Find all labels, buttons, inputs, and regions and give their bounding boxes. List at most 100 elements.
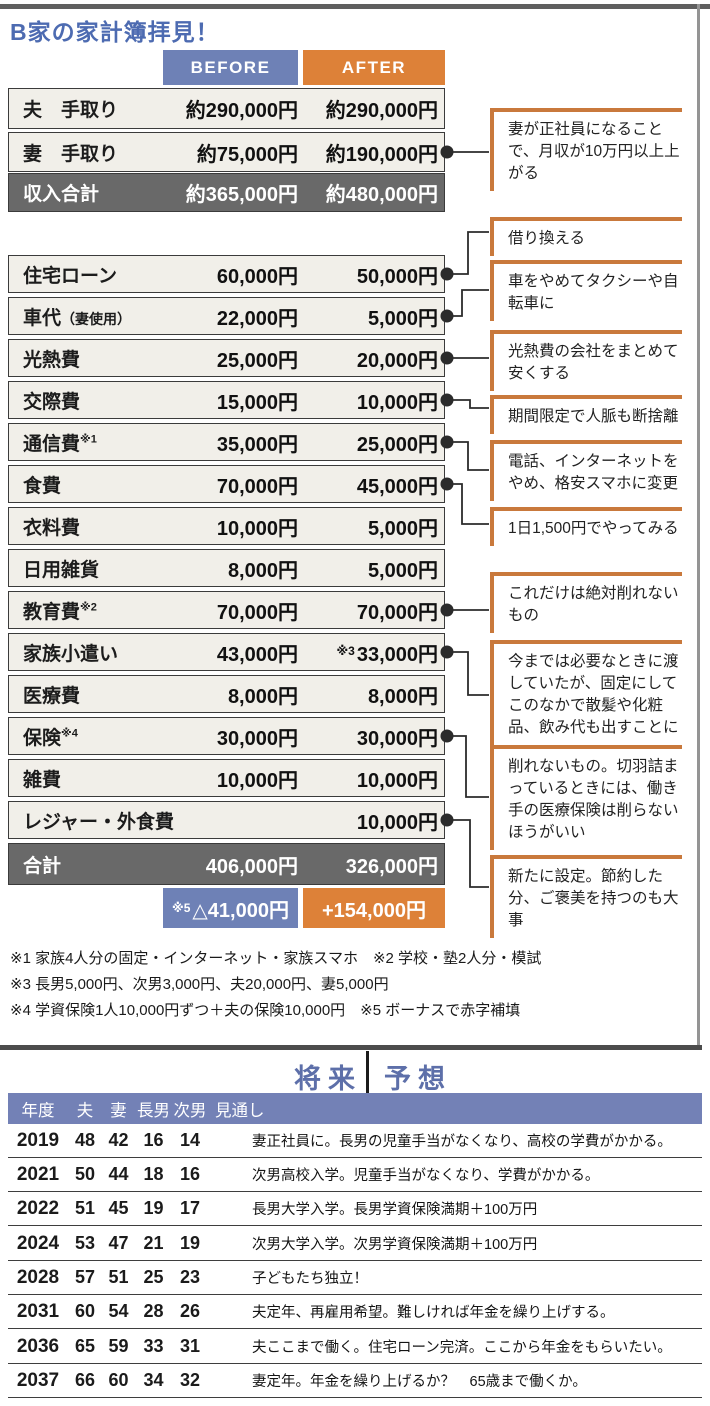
cell-wife-age: 45: [108, 1198, 129, 1218]
cell-wife-age: 59: [108, 1336, 129, 1356]
future-title-right: 予想: [384, 1064, 452, 1094]
cell-son2-age: 31: [179, 1336, 201, 1356]
future-row-2037: 2037 66 60 34 32 妻定年。年金を繰り上げるか？ 65歳まで働くか…: [8, 1364, 702, 1398]
top-rule: [0, 4, 710, 9]
after-value: 約480,000円: [325, 184, 438, 206]
before-value: 22,000円: [216, 307, 298, 330]
table-row-expense: 保険※4 30,000円 30,000円: [8, 717, 445, 755]
cell-husband-age: 53: [74, 1233, 96, 1253]
annotation-education: これだけは絶対削れないもの: [490, 572, 682, 633]
table-row-income-husband: 夫 手取り 約290,000円 約290,000円: [8, 88, 445, 129]
cell-son1-age: 33: [143, 1336, 164, 1356]
table-row-expense: レジャー・外食費 10,000円: [8, 801, 445, 839]
future-row-2024: 2024 53 47 21 19 次男大学入学。次男学資保険満期＋100万円: [8, 1227, 702, 1261]
before-value: 25,000円: [216, 349, 298, 372]
table-row-expense: 衣料費 10,000円 5,000円: [8, 507, 445, 545]
cell-husband-age: 48: [74, 1130, 96, 1150]
cell-husband-age: 57: [74, 1267, 96, 1287]
before-balance-box: ※5 △41,000円: [163, 888, 298, 928]
cell-wife-age: 44: [108, 1164, 129, 1184]
cell-son2-age: 19: [179, 1233, 201, 1253]
cell-outlook: 夫定年、再雇用希望。難しければ年金を繰り上げする。: [252, 1305, 615, 1321]
row-label-small: （妻使用）: [61, 310, 132, 327]
header-outlook: 見通し: [215, 1101, 265, 1120]
before-value: 35,000円: [216, 433, 298, 456]
after-value: 326,000円: [345, 855, 438, 878]
after-balance-value: +154,000円: [322, 899, 426, 922]
annotation-food: 1日1,500円でやってみる: [490, 507, 682, 546]
footnotes: ※1 家族4人分の固定・インターネット・家族スマホ ※2 学校・塾2人分・模試 …: [10, 946, 541, 1024]
table-row-expense: 光熱費 25,000円 20,000円: [8, 339, 445, 377]
before-value: 70,000円: [216, 475, 298, 498]
footnote-line: ※1 家族4人分の固定・インターネット・家族スマホ ※2 学校・塾2人分・模試: [10, 950, 542, 967]
after-value: 5,000円: [367, 559, 438, 582]
footnote-line: ※3 長男5,000円、次男3,000円、夫20,000円、妻5,000円: [10, 976, 389, 993]
cell-husband-age: 60: [74, 1301, 96, 1321]
cell-husband-age: 51: [74, 1198, 96, 1218]
before-column-header: BEFORE: [163, 50, 298, 85]
before-value: 70,000円: [216, 601, 298, 624]
annotation-allowance: 今までは必要なときに渡していたが、固定にしてこのなかで散髪や化粧品、飲み代も出す…: [490, 640, 682, 745]
table-row-expense: 交際費 15,000円 10,000円: [8, 381, 445, 419]
future-title-left: 将来: [294, 1064, 362, 1094]
table-row-income-total: 収入合計 約365,000円 約480,000円: [8, 173, 445, 212]
cell-year: 2037: [16, 1369, 60, 1391]
before-value: 10,000円: [216, 517, 298, 540]
cell-husband-age: 66: [74, 1370, 96, 1390]
before-balance-value: △41,000円: [192, 899, 289, 922]
row-label: 教育費: [23, 601, 81, 623]
header-son1: 長男: [137, 1101, 170, 1120]
annotation-social: 期間限定で人脈も断捨離: [490, 395, 682, 434]
before-value: 約75,000円: [196, 143, 298, 166]
cell-outlook: 夫ここまで働く。住宅ローン完済。ここから年金をもらいたい。: [252, 1340, 672, 1356]
cell-son1-age: 19: [143, 1198, 164, 1218]
cell-year: 2021: [16, 1163, 60, 1185]
right-rule: [697, 4, 700, 1047]
annotation-mortgage: 借り換える: [490, 217, 682, 256]
row-label: 衣料費: [23, 517, 81, 539]
section-divider-rule: [0, 1045, 702, 1050]
annotation-insurance: 削れないもの。切羽詰まっているときには、働き手の医療保険は削らないほうがいい: [490, 745, 682, 850]
header-year: 年度: [21, 1101, 55, 1120]
row-label: 食費: [23, 475, 62, 497]
before-value: 406,000円: [205, 855, 298, 878]
row-label: 家族小遣い: [23, 643, 119, 665]
cell-wife-age: 47: [108, 1233, 129, 1253]
footnote-line: ※4 学資保険1人10,000円ずつ＋夫の保険10,000円 ※5 ボーナスで赤…: [10, 1002, 521, 1019]
cell-year: 2024: [16, 1232, 60, 1254]
table-row-expense: 雑費 10,000円 10,000円: [8, 759, 445, 797]
table-row-expense: 日用雑貨 8,000円 5,000円: [8, 549, 445, 587]
table-row-expense: 通信費※1 35,000円 25,000円: [8, 423, 445, 461]
annotation-utilities: 光熱費の会社をまとめて安くする: [490, 330, 682, 391]
row-label: レジャー・外食費: [23, 811, 175, 833]
row-label: 夫 手取り: [23, 100, 119, 121]
table-row-expense: 家族小遣い 43,000円 ※3 33,000円: [8, 633, 445, 671]
after-value: 8,000円: [367, 685, 438, 708]
cell-outlook: 妻定年。年金を繰り上げるか？ 65歳まで働くか。: [252, 1374, 587, 1390]
after-value: 25,000円: [356, 433, 438, 456]
before-value: 8,000円: [227, 559, 298, 582]
cell-son1-age: 34: [143, 1370, 164, 1390]
after-value: 70,000円: [356, 601, 438, 624]
before-value: 30,000円: [216, 727, 298, 750]
row-label: 医療費: [23, 685, 81, 707]
after-value: 50,000円: [356, 265, 438, 288]
table-row-expense: 住宅ローン 60,000円 50,000円: [8, 255, 445, 293]
cell-son1-age: 18: [143, 1164, 164, 1184]
cell-son2-age: 14: [179, 1130, 201, 1150]
cell-son1-age: 21: [143, 1233, 164, 1253]
table-row-expense: 車代（妻使用） 22,000円 5,000円: [8, 297, 445, 335]
cell-son2-age: 23: [179, 1267, 201, 1287]
row-label: 保険: [23, 727, 62, 749]
after-value: 10,000円: [356, 391, 438, 414]
future-row-2031: 2031 60 54 28 26 夫定年、再雇用希望。難しければ年金を繰り上げす…: [8, 1295, 702, 1329]
before-value: 15,000円: [216, 391, 298, 414]
row-label: 合計: [23, 855, 62, 877]
cell-year: 2028: [16, 1266, 60, 1288]
after-value: 約290,000円: [325, 100, 438, 122]
cell-wife-age: 51: [108, 1267, 129, 1287]
table-row-expense: 医療費 8,000円 8,000円: [8, 675, 445, 713]
cell-son1-age: 28: [143, 1301, 164, 1321]
after-value: 10,000円: [356, 769, 438, 792]
